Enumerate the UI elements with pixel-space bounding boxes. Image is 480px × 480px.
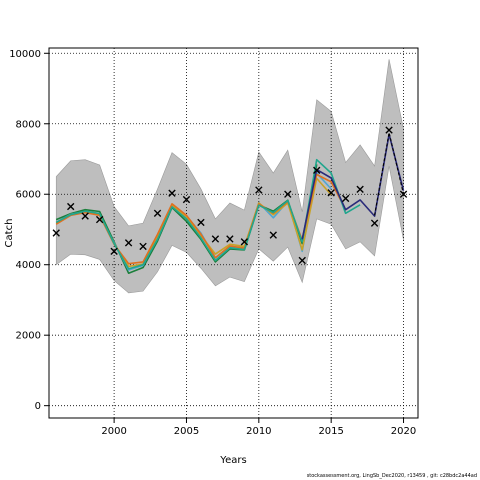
observed-point <box>240 238 249 246</box>
x-tick-label: 2000 <box>101 426 126 437</box>
series-line-1 <box>55 164 318 274</box>
x-tick-label: 2020 <box>391 426 416 437</box>
observed-point <box>211 235 220 243</box>
y-axis: 0 2000 4000 6000 8000 10000 <box>9 49 49 412</box>
observed-point <box>182 195 191 204</box>
x-tick-label: 2015 <box>318 426 343 437</box>
confidence-band <box>55 59 404 294</box>
observed-point <box>197 218 205 227</box>
y-tick-label: 0 <box>35 401 41 412</box>
y-axis-title: Catch <box>4 219 15 248</box>
y-tick-label: 6000 <box>16 190 41 201</box>
y-tick-label: 8000 <box>16 119 41 130</box>
footer-credit: stockassessment.org, LingSb_Dec2020, r13… <box>306 473 477 479</box>
series-line-7 <box>374 132 405 216</box>
observed-point <box>67 202 75 211</box>
observed-point <box>52 229 60 237</box>
plot-frame <box>48 47 419 419</box>
y-tick-label: 4000 <box>16 260 41 271</box>
series-line-6 <box>301 133 405 240</box>
observed-point <box>356 185 364 193</box>
x-axis-title: Years <box>219 455 246 466</box>
observed-point <box>95 215 104 224</box>
x-axis: 2000 2005 2010 2015 2020 <box>101 418 416 437</box>
observed-point <box>153 209 162 217</box>
observed-point <box>124 239 133 247</box>
x-tick-label: 2010 <box>246 426 271 437</box>
series-lines-layer <box>55 132 405 274</box>
observed-point <box>226 235 234 243</box>
observed-point <box>81 212 89 220</box>
observed-point <box>269 231 277 239</box>
observed-point <box>313 166 321 174</box>
x-tick-label: 2005 <box>174 426 199 437</box>
observed-point <box>327 189 335 197</box>
y-tick-label: 10000 <box>9 49 41 60</box>
observed-point <box>399 190 408 198</box>
observed-markers-layer <box>52 126 408 265</box>
observed-point <box>110 247 118 256</box>
observed-point <box>255 186 263 194</box>
observed-point <box>341 194 350 203</box>
observed-point <box>139 242 147 251</box>
confidence-band-layer <box>55 59 404 294</box>
observed-point <box>385 126 393 134</box>
observed-point <box>168 189 176 197</box>
y-tick-label: 2000 <box>16 331 41 342</box>
observed-point <box>284 190 292 198</box>
observed-point <box>298 256 306 265</box>
observed-point <box>370 219 379 227</box>
